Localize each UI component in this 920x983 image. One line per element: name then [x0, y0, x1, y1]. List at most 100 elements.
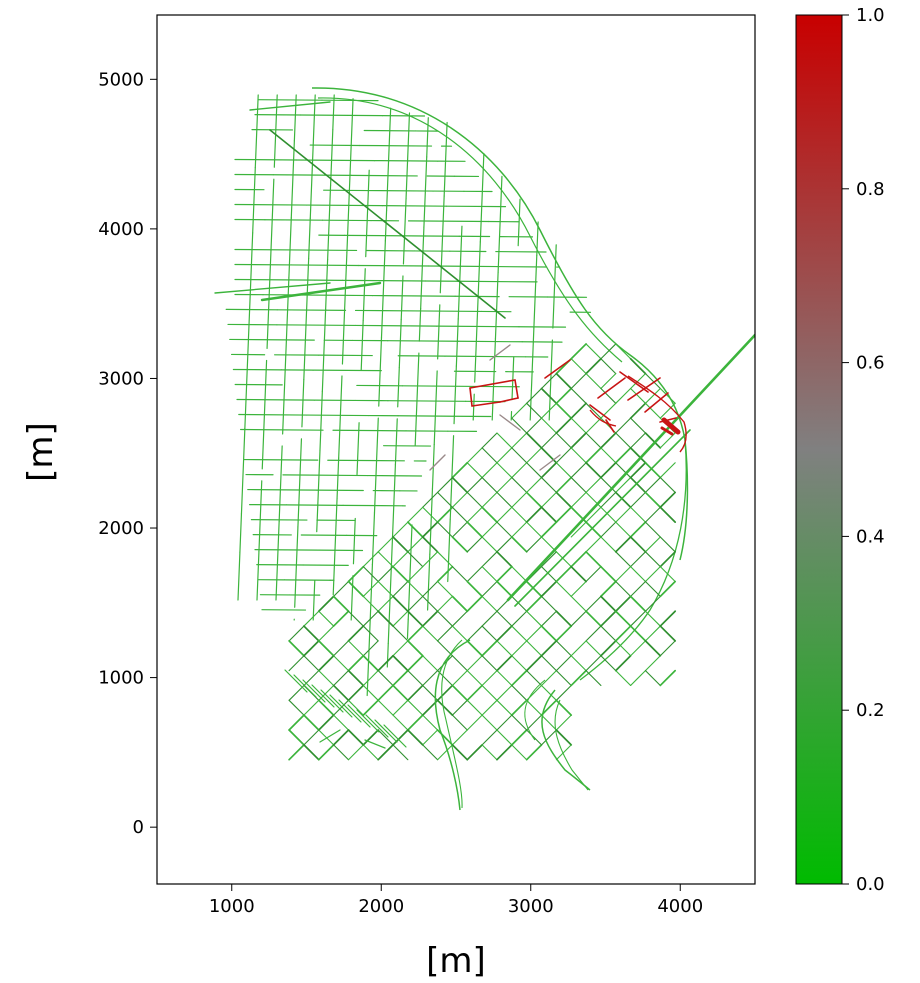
street-segment-623: [451, 729, 468, 746]
street-segment-655: [510, 699, 528, 717]
street-segment-746: [644, 392, 669, 413]
street-segment-265: [318, 610, 335, 627]
street-segment-144: [254, 94, 259, 169]
street-segment-339: [600, 343, 617, 360]
street-segment-669: [614, 595, 632, 613]
street-segment-190: [365, 169, 370, 258]
street-segment-675: [659, 550, 677, 568]
cbar-tick-label-4: 0.8: [856, 179, 885, 200]
street-segment-471: [615, 432, 632, 449]
street-segment-232: [453, 365, 457, 425]
street-segment-541: [555, 551, 572, 568]
y-tick-label-3: 3000: [98, 368, 144, 389]
street-segment-556: [407, 714, 424, 731]
street-segment-707: [659, 610, 677, 627]
street-segment-161: [288, 217, 292, 278]
street-segment-378: [570, 402, 587, 420]
street-segment-374: [540, 432, 557, 449]
street-segment-559: [422, 714, 439, 731]
street-segment-508: [600, 477, 617, 493]
street-segment-433: [333, 699, 350, 716]
street-segment-324: [481, 477, 498, 493]
street-segment-691: [614, 625, 632, 642]
street-segment-643: [615, 566, 632, 583]
street-segment-318: [437, 521, 453, 538]
street-segment-317: [436, 506, 454, 523]
street-segment-703: [615, 670, 632, 687]
street-segment-429: [303, 729, 320, 746]
street-segment-690: [600, 655, 617, 672]
street-segment-167: [309, 144, 314, 219]
street-segment-410: [511, 491, 528, 508]
street-segment-175: [332, 94, 335, 131]
street-segment-255: [260, 281, 382, 302]
street-segment-305: [332, 610, 350, 627]
street-segment-298: [570, 358, 587, 375]
street-segment-624: [451, 744, 469, 761]
street-segment-105: [238, 413, 307, 416]
street-segment-557: [407, 729, 424, 746]
street-segment-652: [481, 744, 498, 761]
street-segment-172: [297, 438, 303, 528]
street-segment-412: [526, 477, 543, 493]
street-segment-417: [555, 462, 572, 479]
street-segment-506: [585, 491, 602, 508]
street-segment-340: [600, 358, 617, 375]
street-segment-550: [629, 476, 647, 494]
street-segment-387: [303, 714, 320, 731]
street-segment-199: [380, 240, 386, 339]
street-segment-411: [511, 506, 528, 523]
street-segment-285: [466, 462, 483, 479]
street-segment-434: [333, 714, 350, 731]
street-segment-502: [555, 506, 573, 523]
street-segment-617: [629, 536, 647, 553]
street-segment-189: [332, 498, 338, 596]
street-segment-519: [377, 729, 394, 746]
street-segment-211: [394, 418, 398, 466]
street-segment-320: [451, 506, 468, 523]
street-segment-563: [451, 684, 469, 702]
street-segment-428: [288, 744, 305, 761]
street-segment-597: [466, 684, 483, 702]
y-tick-label-1: 1000: [98, 668, 144, 689]
street-segment-536: [511, 595, 528, 612]
street-segment-294: [540, 387, 558, 405]
street-segment-572: [525, 595, 543, 613]
street-segment-574: [540, 580, 558, 598]
street-segment-651: [481, 729, 498, 746]
street-segment-74: [276, 324, 356, 327]
street-segment-218: [418, 308, 422, 342]
street-segment-0: [257, 99, 323, 101]
street-segment-394: [362, 640, 379, 657]
street-segment-532: [481, 625, 498, 642]
street-segment-76: [436, 325, 520, 328]
street-segment-589: [644, 491, 662, 509]
street-segment-468: [600, 432, 617, 449]
street-segment-321: [466, 477, 483, 493]
street-segment-517: [362, 729, 380, 746]
street-segment-329: [526, 417, 543, 434]
street-segment-403: [437, 580, 453, 597]
street-segment-510: [615, 462, 632, 479]
street-segment-575: [540, 595, 557, 612]
street-segment-391: [332, 684, 350, 702]
street-segment-224: [439, 195, 445, 294]
street-segment-462: [555, 476, 573, 494]
street-segment-355: [377, 610, 394, 627]
street-segment-170: [303, 310, 308, 381]
street-segment-695: [644, 595, 661, 612]
street-segment-612: [585, 566, 602, 583]
street-segment-454: [496, 536, 513, 553]
street-segment-530: [466, 640, 483, 657]
street-segment-476: [659, 387, 676, 404]
street-segment-445: [421, 610, 439, 627]
street-segment-714: [659, 669, 677, 687]
street-segment-413: [525, 491, 543, 509]
street-segment-179: [321, 308, 327, 392]
street-segment-152: [273, 94, 278, 168]
street-segment-701: [555, 729, 573, 746]
street-segment-293: [540, 373, 557, 390]
street-segment-200: [378, 337, 383, 407]
street-segment-590: [659, 462, 676, 479]
street-segment-208: [400, 275, 404, 320]
